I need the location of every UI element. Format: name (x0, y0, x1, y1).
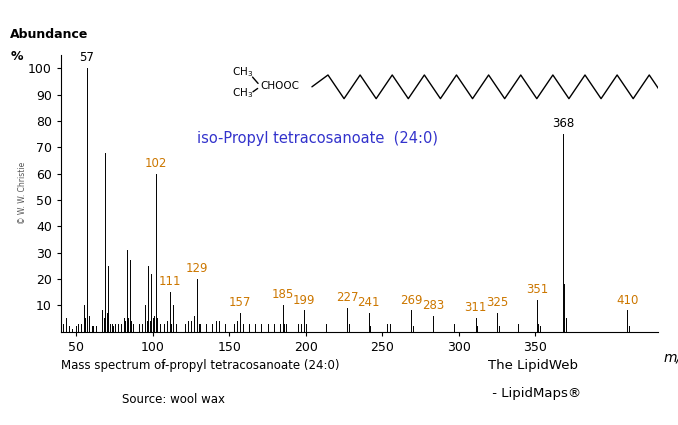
Text: © W. W. Christie: © W. W. Christie (18, 162, 26, 224)
Text: 269: 269 (400, 294, 422, 306)
Text: 129: 129 (186, 262, 208, 275)
Text: Source: wool wax: Source: wool wax (122, 393, 225, 406)
Text: 227: 227 (336, 291, 359, 304)
Text: 351: 351 (525, 283, 548, 296)
Text: 368: 368 (552, 117, 574, 130)
Text: 57: 57 (79, 51, 94, 65)
Text: Mass spectrum of: Mass spectrum of (61, 359, 169, 372)
Text: 157: 157 (228, 296, 252, 309)
Text: 102: 102 (144, 157, 167, 170)
Text: i: i (161, 359, 165, 372)
Text: 241: 241 (357, 296, 380, 309)
Text: 111: 111 (159, 275, 181, 288)
Text: 283: 283 (422, 299, 444, 312)
Text: m/z: m/z (664, 351, 678, 365)
Text: CHOOC: CHOOC (260, 81, 299, 91)
Text: - LipidMaps®: - LipidMaps® (488, 387, 582, 400)
Text: CH$_3$: CH$_3$ (233, 86, 254, 100)
Text: 410: 410 (616, 294, 638, 306)
Text: Abundance: Abundance (10, 28, 89, 41)
Text: 311: 311 (464, 301, 487, 314)
Text: iso-Propyl tetracosanoate  (24:0): iso-Propyl tetracosanoate (24:0) (197, 130, 438, 146)
Text: 325: 325 (486, 296, 508, 309)
Text: CH$_3$: CH$_3$ (233, 65, 254, 79)
Text: 185: 185 (272, 288, 294, 301)
Text: %: % (10, 50, 23, 63)
Text: 199: 199 (293, 294, 315, 306)
Text: -propyl tetracosanoate (24:0): -propyl tetracosanoate (24:0) (165, 359, 339, 372)
Text: The LipidWeb: The LipidWeb (488, 359, 578, 372)
